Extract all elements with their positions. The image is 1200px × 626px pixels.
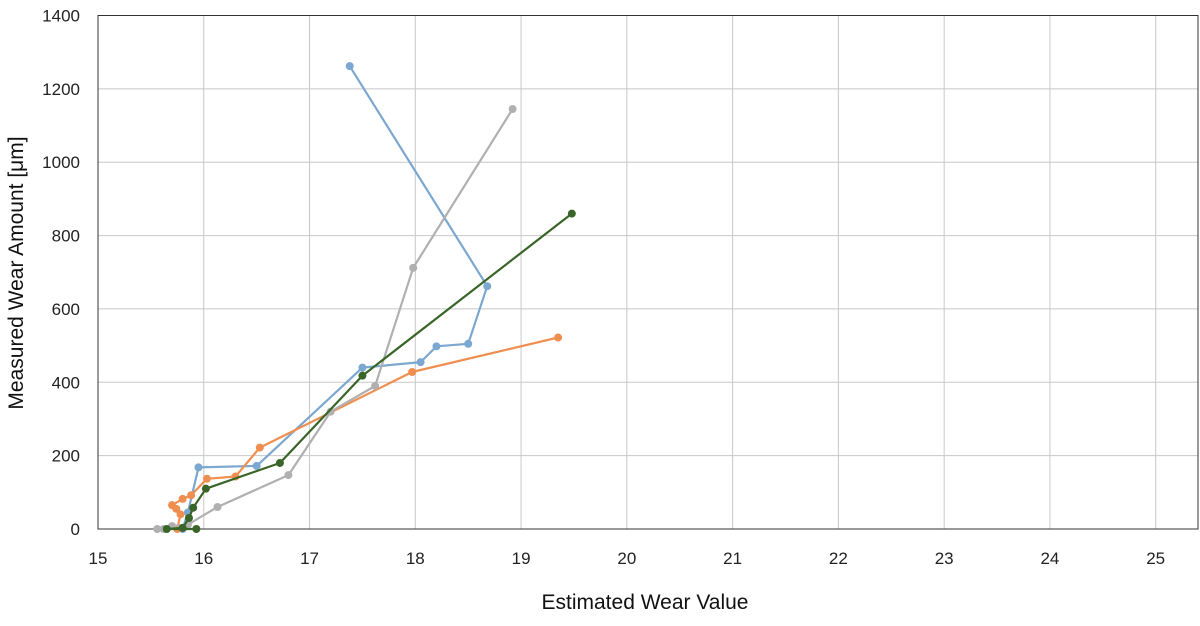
data-point	[162, 525, 171, 533]
series-line	[165, 212, 573, 531]
y-tick-label: 1200	[42, 80, 80, 99]
data-point	[326, 407, 335, 416]
data-point	[432, 342, 441, 351]
data-point	[184, 513, 193, 522]
series-2	[168, 333, 563, 533]
plot-area	[97, 15, 1199, 530]
series-layer	[153, 62, 576, 533]
x-tick-label: 24	[1040, 549, 1059, 568]
data-point	[371, 381, 380, 390]
data-point	[358, 371, 367, 380]
series-line	[181, 65, 489, 530]
y-axis-title: Measured Wear Amount [μm]	[5, 136, 28, 409]
y-tick-label: 600	[52, 300, 80, 319]
data-point	[176, 510, 185, 519]
y-tick-label: 800	[52, 227, 80, 246]
x-tick-label: 22	[829, 549, 848, 568]
x-tick-label: 19	[512, 549, 531, 568]
y-tick-label: 200	[52, 447, 80, 466]
x-tick-label: 16	[194, 549, 213, 568]
data-point	[345, 62, 354, 71]
gridlines	[98, 15, 1198, 529]
data-point	[464, 339, 473, 348]
y-tick-label: 1400	[42, 7, 80, 26]
data-point	[416, 358, 425, 367]
data-point	[554, 333, 563, 342]
data-point	[284, 471, 293, 480]
y-tick-label: 400	[52, 373, 80, 392]
x-tick-label: 21	[723, 549, 742, 568]
data-point	[255, 443, 264, 452]
x-axis-ticks: 15 16 17 18 19 20 21 22 23 24 25	[89, 549, 1166, 568]
x-tick-label: 23	[935, 549, 954, 568]
x-tick-label: 20	[617, 549, 636, 568]
data-point	[178, 494, 187, 503]
series-3	[153, 105, 517, 533]
data-point	[202, 474, 211, 483]
x-tick-label: 25	[1146, 549, 1165, 568]
data-point	[153, 525, 162, 533]
x-tick-label: 18	[406, 549, 425, 568]
data-point	[187, 491, 196, 500]
data-point	[189, 503, 198, 512]
data-point	[194, 463, 203, 472]
data-point	[408, 368, 417, 377]
data-point	[483, 282, 492, 291]
x-tick-label: 17	[300, 549, 319, 568]
data-point	[358, 363, 367, 372]
data-point	[168, 501, 177, 510]
series-4	[162, 209, 576, 533]
y-tick-label: 1000	[42, 153, 80, 172]
data-point	[201, 484, 210, 493]
y-tick-label: 0	[71, 520, 80, 539]
data-point	[567, 209, 576, 218]
data-point	[252, 461, 261, 470]
series-1	[178, 62, 492, 533]
data-point	[409, 263, 418, 272]
data-point	[508, 105, 517, 114]
data-point	[213, 502, 222, 511]
x-axis-title: Estimated Wear Value	[542, 591, 749, 614]
data-point	[275, 458, 284, 467]
y-axis-ticks: 0 200 400 600 800 1000 1200 1400	[42, 7, 80, 540]
x-tick-label: 15	[89, 549, 108, 568]
data-point	[192, 525, 201, 533]
data-point	[178, 523, 187, 532]
